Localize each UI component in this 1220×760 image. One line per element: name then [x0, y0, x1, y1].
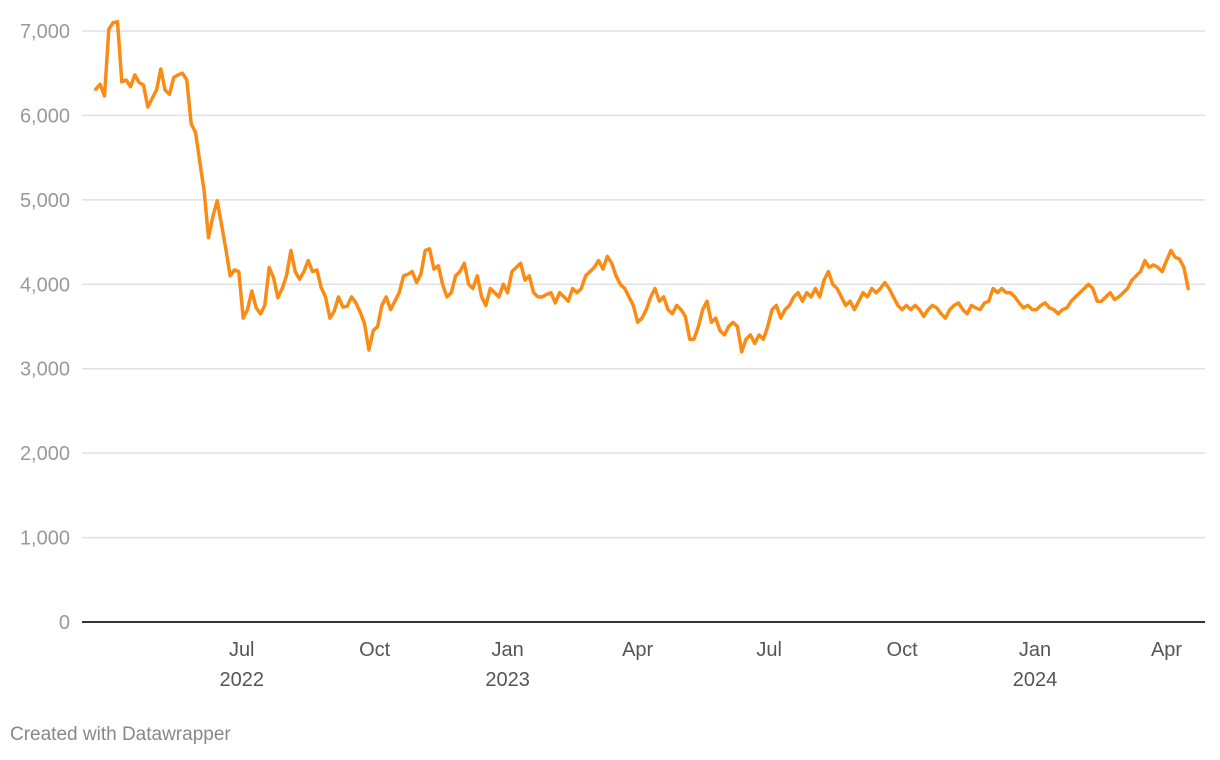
y-tick-label: 1,000 — [20, 528, 70, 550]
x-tick-label: Apr — [1151, 639, 1182, 661]
gridlines — [82, 30, 1205, 539]
y-tick-label: 7,000 — [20, 21, 70, 43]
y-tick-label: 5,000 — [20, 190, 70, 212]
x-tick-label: Jan — [491, 639, 523, 661]
x-tick-year-label: 2022 — [219, 669, 264, 691]
y-tick-label: 4,000 — [20, 274, 70, 296]
x-tick-year-label: 2023 — [485, 669, 530, 691]
y-axis-tick-labels: 0 1,000 2,000 3,000 4,000 5,000 6,000 7,000 — [20, 21, 70, 634]
y-tick-label: 6,000 — [20, 105, 70, 127]
x-axis-tick-labels: Jul 2022 Oct Jan 2023 Apr Jul Oct Jan 2024 Apr — [219, 639, 1182, 691]
x-tick-label: Jul — [229, 639, 255, 661]
x-tick-label: Jul — [756, 639, 782, 661]
x-tick-label: Oct — [887, 639, 919, 661]
y-tick-label: 0 — [59, 612, 70, 634]
datawrapper-credit: Created with Datawrapper — [10, 724, 231, 745]
x-tick-label: Apr — [622, 639, 653, 661]
y-tick-label: 2,000 — [20, 443, 70, 465]
x-tick-year-label: 2024 — [1013, 669, 1058, 691]
series-line — [94, 19, 1190, 354]
x-tick-label: Oct — [359, 639, 391, 661]
y-tick-label: 3,000 — [20, 359, 70, 381]
x-tick-label: Jan — [1019, 639, 1051, 661]
